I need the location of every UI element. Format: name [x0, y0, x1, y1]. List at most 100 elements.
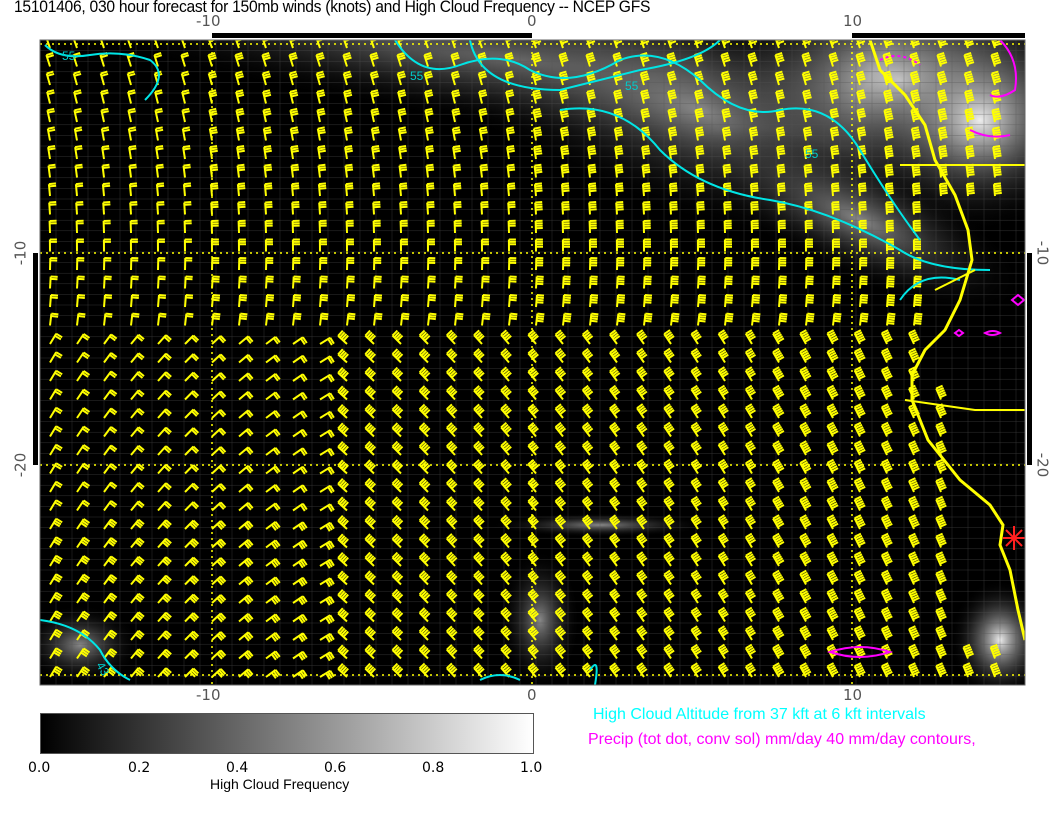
wind-barb	[667, 40, 677, 49]
wind-barb	[238, 354, 254, 364]
wind-barb	[76, 555, 91, 567]
wind-barb	[364, 607, 377, 623]
wind-barb	[856, 40, 866, 49]
wind-barb	[454, 257, 463, 271]
wind-barb	[369, 70, 379, 86]
wind-barb	[424, 40, 433, 49]
wind-barb	[369, 52, 379, 67]
wind-barb	[581, 421, 594, 438]
wind-barb	[913, 312, 923, 326]
wind-barb	[853, 366, 866, 382]
contour-label: 55	[410, 69, 424, 83]
wind-barb	[397, 89, 407, 104]
wind-barb	[853, 440, 866, 456]
wind-barb	[130, 481, 145, 493]
wind-barb	[527, 570, 539, 586]
wind-barb	[103, 463, 118, 475]
wind-barb	[99, 70, 109, 86]
wind-barb	[238, 520, 254, 531]
wind-barb	[184, 464, 200, 475]
wind-barb	[183, 219, 192, 234]
wind-barb	[364, 366, 377, 382]
wind-barb	[935, 458, 947, 474]
wind-barb	[292, 447, 308, 456]
wind-barb	[775, 40, 785, 49]
wind-barb	[910, 89, 921, 104]
wind-barb	[373, 257, 382, 271]
wind-barb	[527, 422, 539, 438]
wind-barb	[473, 588, 485, 604]
wind-barb	[772, 384, 785, 400]
wind-barb	[805, 257, 814, 271]
wind-barb	[690, 421, 702, 438]
wind-barb	[908, 606, 920, 622]
wind-barb	[772, 347, 785, 363]
wind-barb	[103, 389, 118, 401]
lat-tick-left: -10	[11, 240, 30, 266]
wind-barb	[720, 52, 731, 67]
wind-barb	[473, 459, 485, 475]
wind-barb	[130, 370, 145, 382]
wind-barb	[237, 219, 246, 234]
wind-barb	[799, 643, 812, 659]
wind-barb	[76, 444, 91, 456]
wind-barb	[103, 537, 118, 549]
wind-barb	[772, 662, 785, 678]
wind-barb	[398, 145, 407, 160]
wind-barb	[337, 533, 349, 549]
wind-barb	[775, 89, 785, 104]
wind-barb	[560, 145, 570, 160]
wind-barb	[446, 440, 458, 456]
wind-barb	[908, 495, 920, 511]
wind-barb	[263, 145, 272, 160]
wind-barb	[103, 592, 118, 604]
map-frame	[39, 39, 1026, 686]
wind-barb	[479, 145, 488, 160]
wind-barb	[211, 520, 227, 530]
wind-barb	[803, 163, 813, 178]
wind-barb	[337, 552, 349, 567]
wind-barb	[554, 495, 567, 512]
wind-barb	[744, 588, 757, 604]
wind-barb	[418, 607, 431, 623]
wind-barb	[480, 201, 489, 215]
wind-barb	[663, 458, 675, 475]
wind-barb	[880, 329, 893, 345]
wind-barb	[446, 588, 458, 604]
wind-barb	[344, 163, 354, 178]
wind-barb	[935, 440, 947, 456]
wind-barb	[238, 502, 254, 512]
wind-barb	[717, 329, 729, 345]
wind-barb	[184, 519, 200, 530]
wind-barb	[364, 588, 377, 604]
wind-barb	[527, 403, 539, 419]
lon-tick-bottom: 10	[843, 686, 863, 704]
wind-barb	[587, 163, 597, 178]
wind-barb	[76, 592, 91, 604]
wind-barb	[694, 107, 705, 123]
wind-barb	[211, 427, 227, 438]
wind-barb	[289, 107, 299, 123]
wind-barb	[826, 384, 839, 400]
wind-barb	[527, 662, 539, 678]
wind-barb	[473, 662, 485, 678]
wind-barb	[554, 403, 567, 419]
wind-barb	[853, 458, 866, 474]
wind-barb	[908, 569, 920, 585]
wind-barb	[609, 477, 621, 493]
wind-barb	[238, 650, 254, 660]
wind-barb	[805, 275, 814, 289]
wind-barb	[73, 107, 82, 123]
wind-barb	[744, 347, 757, 364]
wind-barb	[76, 647, 91, 660]
wind-barb	[559, 40, 569, 49]
wind-barb	[128, 145, 137, 160]
wind-barb	[609, 532, 621, 549]
wind-barb	[76, 388, 91, 401]
wind-barb	[391, 422, 404, 438]
wind-barb	[748, 126, 759, 141]
wind-barb	[211, 335, 227, 345]
wind-barb	[500, 570, 512, 586]
wind-barb	[346, 294, 356, 308]
wind-barb	[609, 440, 621, 456]
